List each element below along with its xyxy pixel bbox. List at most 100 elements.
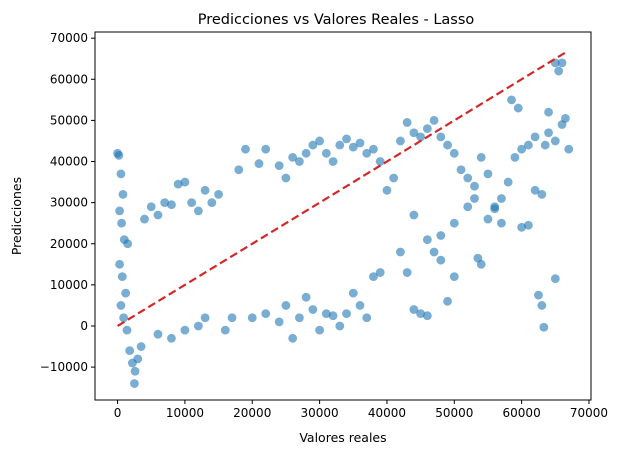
scatter-point (483, 169, 493, 179)
scatter-point (153, 210, 163, 220)
y-axis: −10000 0 10000 20000 30000 40000 50000 60000 700… (40, 31, 95, 374)
scatter-point (167, 200, 176, 210)
scatter-point (180, 325, 190, 335)
scatter-point (116, 301, 126, 310)
scatter-point (443, 140, 452, 150)
x-tick-label: 40000 (368, 406, 406, 420)
scatter-point (429, 116, 439, 125)
scatter-point (119, 313, 129, 323)
scatter-point (429, 247, 439, 257)
scatter-point (117, 218, 126, 228)
y-tick-label: 70000 (50, 31, 88, 45)
y-tick-label: 60000 (50, 72, 88, 86)
scatter-point (146, 202, 156, 212)
scatter-point (503, 177, 513, 187)
scatter-point (254, 159, 264, 168)
scatter-point (308, 140, 318, 150)
scatter-point (328, 157, 338, 166)
scatter-point (523, 140, 533, 150)
scatter-point (130, 379, 139, 388)
scatter-point (540, 140, 550, 150)
x-tick-label: 60000 (503, 406, 541, 420)
scatter-point (530, 185, 540, 195)
scatter-point (200, 185, 210, 195)
scatter-point (261, 309, 271, 319)
scatter-point (274, 317, 284, 327)
scatter-point (355, 138, 365, 148)
scatter-point (281, 301, 291, 310)
scatter-point (114, 150, 124, 160)
scatter-point (416, 132, 426, 142)
scatter-point (115, 206, 124, 216)
scatter-point (449, 272, 459, 282)
scatter-point (523, 220, 533, 230)
scatter-point (422, 235, 432, 245)
scatter-point (507, 95, 516, 105)
scatter-point (133, 354, 143, 364)
scatter-point (449, 148, 459, 158)
y-tick-label: −10000 (40, 360, 88, 374)
scatter-point (342, 309, 351, 319)
scatter-point (561, 113, 570, 123)
scatter-point (355, 301, 365, 310)
x-axis: 0 10000 20000 30000 40000 50000 60000 70000 (114, 400, 608, 420)
scatter-point (321, 148, 331, 158)
scatter-point (497, 194, 506, 203)
scatter-point (422, 124, 432, 134)
y-tick-label: 0 (80, 319, 88, 333)
scatter-point (409, 128, 419, 138)
scatter-point (200, 313, 210, 323)
scatter-point (409, 210, 419, 220)
scatter-point (348, 142, 358, 152)
scatter-point (117, 272, 127, 282)
scatter-point (173, 179, 183, 189)
x-tick-label: 30000 (301, 406, 339, 420)
scatter-point (490, 204, 500, 214)
scatter-point (463, 173, 473, 183)
x-tick-label: 70000 (570, 406, 608, 420)
scatter-point (473, 253, 483, 263)
scatter-point (436, 255, 446, 265)
x-tick-label: 0 (114, 406, 122, 420)
y-tick-label: 20000 (50, 237, 88, 251)
scatter-point (539, 322, 549, 332)
scatter-point (247, 313, 257, 323)
scatter-point (436, 231, 446, 240)
chart-title: Predicciones vs Valores Reales - Lasso (198, 12, 475, 28)
plot-frame (94, 31, 592, 401)
scatter-point (375, 268, 385, 277)
y-tick-label: 30000 (50, 196, 88, 210)
scatter-point (281, 173, 291, 183)
scatter-point (537, 301, 547, 310)
scatter-point (335, 321, 345, 331)
scatter-point (123, 239, 133, 249)
scatter-point (476, 153, 486, 162)
scatter-point (463, 202, 473, 212)
scatter-point (544, 107, 553, 117)
scatter-point (294, 313, 304, 323)
scatter-point (382, 185, 392, 195)
scatter-point (534, 290, 543, 300)
scatter-point (470, 181, 479, 191)
y-tick-label: 50000 (50, 113, 88, 127)
scatter-point (140, 214, 149, 224)
y-axis-label: Predicciones (9, 177, 24, 255)
scatter-point (362, 148, 372, 158)
scatter-point (294, 157, 304, 166)
scatter-point (121, 288, 131, 298)
scatter-point (517, 144, 527, 154)
scatter-point (436, 132, 446, 142)
scatter-point (315, 325, 324, 335)
reference-line (116, 51, 566, 327)
scatter-point (274, 161, 284, 171)
scatter-point (402, 118, 412, 127)
scatter-point (115, 259, 124, 269)
scatter-point (396, 136, 405, 146)
scatter-point (557, 58, 567, 68)
scatter-point (456, 165, 466, 175)
scatter-point (342, 134, 351, 144)
scatter-point (369, 272, 378, 282)
reference-line-layer (116, 51, 566, 327)
scatter-point (321, 309, 331, 319)
